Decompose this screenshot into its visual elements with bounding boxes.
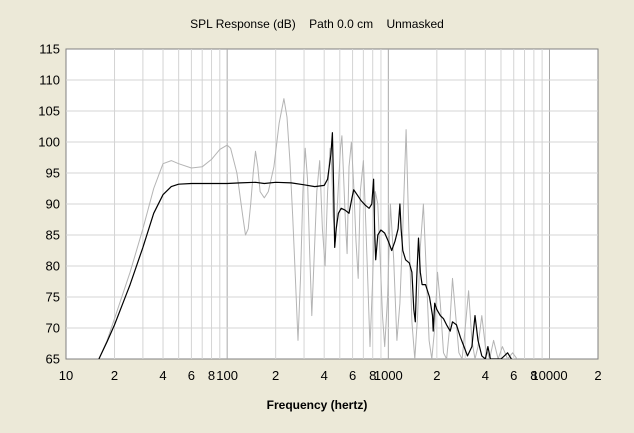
x-tick-label: 10 (59, 368, 73, 383)
x-tick-label: 2 (272, 368, 279, 383)
y-tick-label: 100 (38, 135, 60, 150)
x-tick-label: 8 (369, 368, 376, 383)
x-tick-label: 4 (482, 368, 489, 383)
y-tick-label: 85 (46, 228, 60, 243)
x-axis-title: Frequency (hertz) (267, 398, 368, 412)
series-line-1 (98, 98, 518, 359)
y-tick-label: 115 (39, 42, 60, 57)
y-tick-label: 90 (46, 197, 60, 212)
x-tick-label: 8 (530, 368, 537, 383)
x-tick-label: 1000 (374, 368, 403, 383)
x-tick-label: 2 (433, 368, 440, 383)
x-tick-label: 10000 (531, 368, 567, 383)
series-layer (98, 98, 518, 359)
x-tick-label: 6 (510, 368, 517, 383)
y-tick-label: 105 (38, 104, 60, 119)
y-tick-label: 80 (46, 259, 60, 274)
x-tick-label: 2 (594, 368, 601, 383)
chart-title: SPL Response (dB) Path 0.0 cm Unmasked (190, 17, 444, 31)
y-tick-label: 70 (46, 321, 60, 336)
y-tick-label: 110 (39, 73, 60, 88)
x-tick-label: 6 (349, 368, 356, 383)
x-tick-label: 8 (208, 368, 215, 383)
series-line-2 (98, 132, 512, 359)
x-tick-label: 4 (159, 368, 166, 383)
y-tick-label: 75 (46, 290, 60, 305)
y-tick-label: 65 (46, 352, 60, 367)
x-tick-label: 4 (321, 368, 328, 383)
y-tick-label: 95 (46, 166, 60, 181)
x-tick-label: 100 (216, 368, 238, 383)
y-axis-labels: 65 70 75 80 85 90 95 100 105 110 115 (38, 42, 60, 367)
x-tick-label: 2 (111, 368, 118, 383)
x-tick-label: 6 (188, 368, 195, 383)
